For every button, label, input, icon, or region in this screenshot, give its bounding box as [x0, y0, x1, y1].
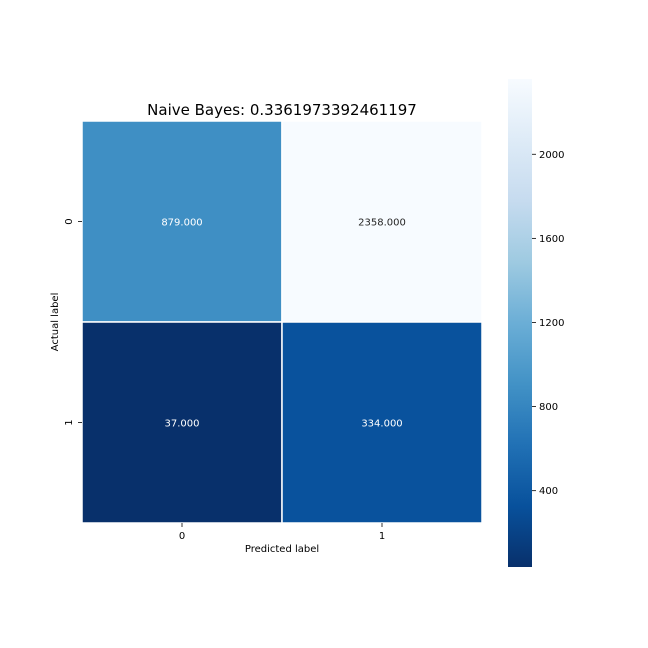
chart-title: Naive Bayes: 0.3361973392461197	[147, 101, 417, 119]
cell-value-label: 2358.000	[358, 218, 406, 229]
y-tick-label: 0	[64, 218, 75, 224]
colorbar-tick-label: 2000	[539, 150, 564, 161]
heatmap-cell	[81, 120, 283, 323]
cell-value-label: 334.000	[361, 419, 402, 430]
colorbar-ticks: 400 800 1200 1600 2000	[532, 150, 564, 497]
y-tick-label: 1	[64, 419, 75, 425]
heatmap-cell	[281, 321, 483, 524]
heatmap-cell	[81, 321, 283, 524]
cell-value-label: 37.000	[165, 419, 200, 430]
colorbar-tick-label: 400	[539, 486, 558, 497]
heatmap-cell	[281, 120, 483, 323]
y-axis-label: Actual label	[50, 293, 61, 352]
cell-value-label: 879.000	[161, 218, 202, 229]
colorbar-tick-label: 1600	[539, 234, 564, 245]
heatmap-cells: 879.000 2358.000 37.000 334.000	[81, 120, 483, 524]
x-axis-label: Predicted label	[245, 544, 319, 555]
colorbar-tick-label: 1200	[539, 318, 564, 329]
colorbar-tick-label: 800	[539, 402, 558, 413]
y-axis-ticks: 01	[64, 218, 82, 426]
colorbar	[508, 79, 532, 567]
x-tick-label: 1	[379, 531, 385, 542]
x-tick-label: 0	[179, 531, 185, 542]
